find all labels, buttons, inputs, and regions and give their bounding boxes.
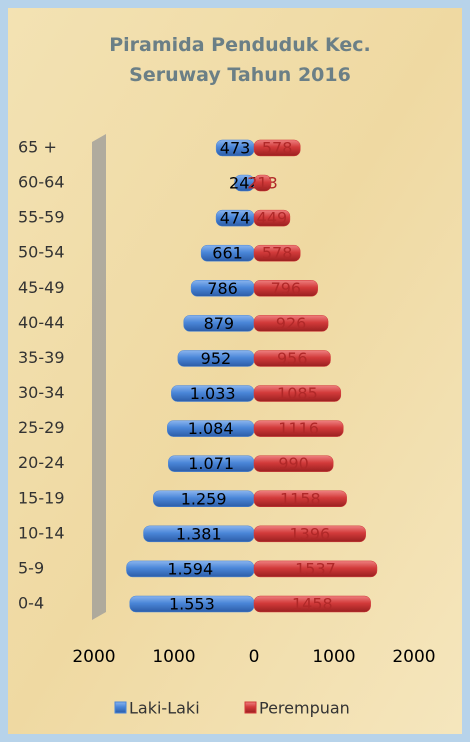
bar	[253, 280, 318, 297]
data-label: 1537	[295, 559, 336, 578]
y-tick-label: 35-39	[18, 348, 65, 367]
x-tick-label: 1000	[152, 647, 195, 667]
bar	[253, 174, 272, 192]
y-tick-label: 25-29	[18, 418, 65, 437]
bar	[253, 455, 334, 472]
y-tick-label: 55-59	[18, 208, 65, 227]
bar	[253, 209, 291, 227]
data-label: 1.259	[181, 489, 227, 508]
bar	[253, 139, 301, 157]
data-label: 578	[262, 244, 293, 263]
y-tick-label: 15-19	[18, 488, 65, 507]
x-tick-label: 2000	[72, 647, 115, 667]
bar	[253, 490, 347, 508]
bar	[253, 315, 329, 332]
chart-title: Piramida Penduduk Kec. Seruway Tahun 2016	[109, 34, 371, 86]
data-label: 1116	[278, 419, 319, 438]
data-label: 1396	[289, 524, 330, 543]
data-label: 242	[229, 174, 260, 193]
data-label: 213	[247, 174, 278, 193]
x-tick-label: 1000	[312, 647, 355, 667]
legend-swatch	[114, 701, 127, 714]
y-tick-label: 10-14	[18, 523, 65, 542]
bar	[253, 420, 344, 437]
data-label: 1.594	[167, 559, 213, 578]
data-label: 1.084	[188, 419, 234, 438]
x-tick-label: 2000	[392, 647, 435, 667]
data-label: 449	[257, 209, 288, 228]
bar	[253, 350, 331, 367]
legend-swatch	[244, 701, 257, 714]
y-tick-label: 40-44	[18, 313, 65, 332]
legend-label: Laki-Laki	[129, 699, 200, 718]
bar	[253, 560, 378, 578]
y-tick-label: 60-64	[18, 173, 65, 192]
data-label: 1085	[277, 384, 318, 403]
data-label: 1.071	[188, 454, 234, 473]
y-tick-label: 30-34	[18, 383, 65, 402]
data-label: 473	[220, 138, 251, 157]
data-label: 1.381	[176, 524, 222, 543]
bar	[253, 385, 342, 402]
data-label: 952	[201, 349, 232, 368]
y-tick-label: 20-24	[18, 453, 65, 472]
data-label: 1158	[280, 489, 321, 508]
data-label: 926	[276, 314, 307, 333]
data-label: 474	[220, 209, 251, 228]
legend-label: Perempuan	[259, 699, 350, 718]
bar	[253, 595, 371, 613]
y-tick-label: 65 +	[18, 137, 57, 156]
plot-background	[8, 8, 462, 734]
data-label: 879	[204, 314, 235, 333]
data-label: 661	[212, 244, 243, 263]
data-label: 1458	[292, 595, 333, 614]
data-label: 1.553	[169, 595, 215, 614]
y-tick-label: 0-4	[18, 594, 44, 613]
bar	[253, 244, 301, 262]
y-tick-label: 45-49	[18, 278, 65, 297]
data-label: 956	[277, 349, 308, 368]
y-tick-label: 50-54	[18, 243, 65, 262]
data-label: 786	[207, 279, 238, 298]
x-tick-label: 0	[249, 647, 260, 667]
y-tick-label: 5-9	[18, 558, 44, 577]
bar	[253, 525, 366, 543]
data-label: 990	[278, 454, 309, 473]
data-label: 796	[271, 279, 302, 298]
axis-wall	[92, 134, 106, 620]
data-label: 1.033	[190, 384, 236, 403]
data-label: 578	[262, 138, 293, 157]
